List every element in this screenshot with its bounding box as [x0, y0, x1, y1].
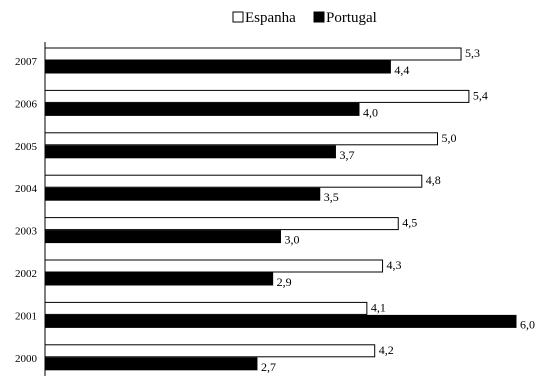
data-label-espanha-2003: 4,5 — [402, 216, 417, 230]
bar-espanha-2002 — [44, 259, 384, 273]
data-label-espanha-2001: 4,1 — [371, 300, 386, 314]
data-label-espanha-2000: 4,2 — [379, 343, 394, 357]
bar-portugal-2001 — [44, 314, 517, 328]
bar-portugal-2007 — [44, 60, 391, 74]
bar-portugal-2006 — [44, 102, 360, 116]
y-tick-label-2005: 2005 — [15, 141, 38, 153]
bar-portugal-2005 — [44, 145, 336, 159]
bar-espanha-2006 — [44, 89, 470, 103]
data-label-portugal-2002: 2,9 — [277, 275, 292, 289]
bar-espanha-2004 — [44, 174, 423, 188]
bar-espanha-2001 — [44, 301, 368, 315]
data-label-portugal-2004: 3,5 — [324, 190, 339, 204]
data-label-espanha-2004: 4,8 — [426, 173, 441, 187]
legend-label-portugal: Portugal — [326, 10, 377, 26]
data-label-espanha-2006: 5,4 — [473, 88, 488, 102]
data-label-espanha-2005: 5,0 — [442, 131, 457, 145]
y-tick-label-2006: 2006 — [15, 98, 38, 110]
bar-portugal-2004 — [44, 187, 321, 201]
y-tick-label-2000: 2000 — [15, 353, 38, 365]
y-tick-label-2003: 2003 — [15, 226, 38, 238]
y-tick-label-2007: 2007 — [15, 56, 38, 68]
y-tick-label-2002: 2002 — [15, 268, 37, 280]
y-tick-labels: 2007 2006 2005 2004 2003 2002 2001 2000 — [15, 56, 38, 365]
legend-swatch-portugal — [313, 11, 325, 23]
y-tick-label-2001: 2001 — [15, 310, 37, 322]
data-label-portugal-2003: 3,0 — [285, 233, 300, 247]
bar-espanha-2000 — [44, 344, 376, 358]
data-label-portugal-2001: 6,0 — [520, 317, 535, 331]
data-labels: 5,3 4,4 5,4 4,0 5,0 3,7 4,8 3,5 4,5 3,0 4,3 2,9 4,1 6… — [261, 46, 535, 374]
bar-portugal-2002 — [44, 272, 274, 286]
legend-swatch-espanha — [232, 11, 244, 23]
data-label-portugal-2005: 3,7 — [339, 148, 354, 162]
legend: Espanha Portugal — [232, 10, 377, 26]
data-label-espanha-2002: 4,3 — [387, 258, 402, 272]
legend-label-espanha: Espanha — [245, 10, 296, 26]
bar-espanha-2003 — [44, 217, 399, 231]
bar-espanha-2007 — [44, 47, 462, 61]
bar-portugal-2003 — [44, 230, 281, 244]
data-label-espanha-2007: 5,3 — [465, 46, 480, 60]
y-tick-label-2004: 2004 — [15, 183, 38, 195]
bar-portugal-2000 — [44, 357, 258, 371]
data-label-portugal-2006: 4,0 — [363, 105, 378, 119]
data-label-portugal-2007: 4,4 — [394, 63, 409, 77]
data-label-portugal-2000: 2,7 — [261, 360, 276, 374]
bars-group — [44, 47, 517, 371]
bar-espanha-2005 — [44, 132, 438, 146]
